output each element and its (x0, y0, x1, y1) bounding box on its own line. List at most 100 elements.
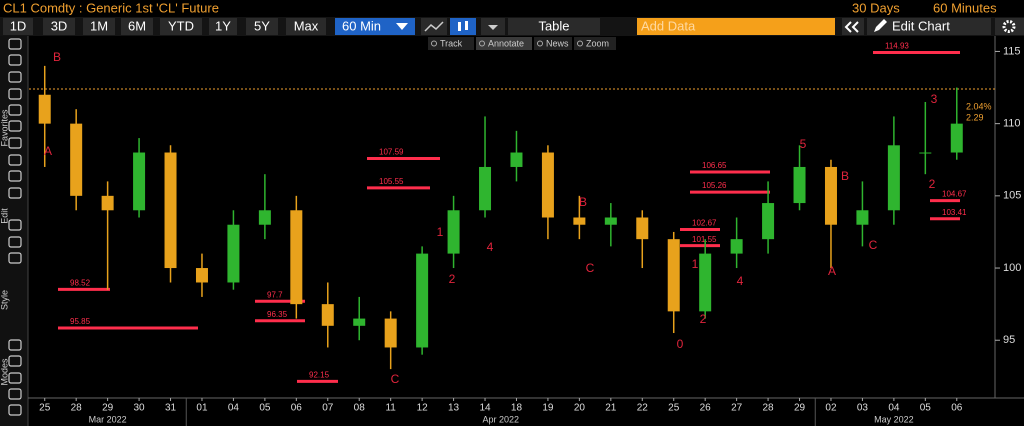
interval-label[interactable]: 60 Min (342, 18, 381, 33)
candle-body (195, 268, 208, 283)
x-tick-label: 29 (102, 403, 114, 414)
x-tick-label: 21 (605, 403, 617, 414)
wave-label: 4 (737, 274, 744, 288)
month-label: Apr 2022 (482, 414, 519, 424)
side-tool-icon[interactable] (8, 71, 22, 83)
x-tick-label: 01 (196, 403, 208, 414)
table-button[interactable] (508, 18, 600, 35)
range-label[interactable]: 6M (128, 18, 146, 33)
x-tick-label: 08 (354, 403, 366, 414)
chart-tool-label[interactable]: Track (440, 38, 463, 48)
side-tool-icon[interactable] (8, 104, 22, 116)
level-label: 98.52 (70, 279, 91, 288)
wave-label: 4 (487, 240, 494, 254)
side-tool-icon[interactable] (8, 54, 22, 66)
settings-button[interactable] (995, 18, 1024, 35)
side-tool-icon[interactable] (8, 372, 22, 384)
chart-tool-button[interactable] (428, 37, 474, 50)
side-tool-icon[interactable] (8, 137, 22, 149)
range-button[interactable] (246, 18, 278, 35)
chart-tool-button[interactable] (574, 37, 616, 50)
range-label[interactable]: 5Y (254, 18, 270, 33)
level-label: 106.65 (702, 161, 727, 170)
chart-tool-icon (537, 40, 543, 47)
compare-icon-button[interactable] (450, 18, 476, 35)
candle-body (164, 152, 177, 269)
x-tick-label: 05 (259, 403, 271, 414)
candle-body (824, 166, 837, 225)
chart-tool-label[interactable]: News (546, 38, 569, 48)
side-group-label: Style (0, 290, 9, 310)
x-tick-label: 02 (825, 403, 837, 414)
level-label: 96.35 (267, 310, 288, 319)
y-tick-label: 100 (1003, 262, 1021, 274)
interval[interactable]: 60 Minutes (933, 0, 997, 15)
candle-body (416, 253, 429, 348)
side-tool-icon[interactable] (8, 252, 22, 264)
x-tick-label: 05 (920, 403, 932, 414)
range-label[interactable]: YTD (168, 18, 194, 33)
range-label[interactable]: 3D (51, 18, 68, 33)
candle-body (541, 152, 554, 218)
level-label: 97.7 (267, 290, 283, 299)
range-label[interactable]: 1Y (215, 18, 231, 33)
side-tool-icon[interactable] (8, 88, 22, 100)
level-label: 92.15 (309, 371, 330, 380)
range-button[interactable] (286, 18, 326, 35)
candle-body (667, 239, 680, 312)
side-tool-icon[interactable] (8, 154, 22, 166)
interval-button[interactable] (335, 18, 415, 35)
range-button[interactable] (83, 18, 115, 35)
range-label[interactable]: Max (294, 18, 319, 33)
chart-tool-label[interactable]: Zoom (586, 38, 609, 48)
side-group-label: Modes (0, 358, 9, 386)
candle-body (919, 152, 932, 154)
x-tick-label: 28 (71, 403, 83, 414)
add-data-input[interactable] (637, 18, 835, 35)
side-tool-icon[interactable] (8, 236, 22, 248)
level-label: 105.26 (702, 181, 727, 190)
range-button[interactable] (3, 18, 33, 35)
side-tool-icon[interactable] (8, 339, 22, 351)
table-label[interactable]: Table (538, 18, 569, 33)
range-button[interactable] (209, 18, 237, 35)
candle-body (447, 210, 460, 254)
chart-tool-button[interactable] (534, 37, 572, 50)
range-button[interactable] (43, 18, 75, 35)
period[interactable]: 30 Days (852, 0, 900, 15)
y-tick-label: 105 (1003, 190, 1021, 202)
chart-tool-label[interactable]: Annotate (488, 38, 524, 48)
side-tool-icon[interactable] (8, 38, 22, 50)
candle-body (353, 318, 366, 326)
wave-label: 5 (800, 137, 807, 151)
month-label: May 2022 (874, 414, 914, 424)
edit-chart-button[interactable] (867, 18, 991, 35)
range-button[interactable] (160, 18, 202, 35)
chart-tool-icon (577, 40, 583, 47)
price-tag: 2.04% (966, 101, 992, 111)
side-tool-icon[interactable] (8, 388, 22, 400)
level-label: 103.41 (942, 208, 967, 217)
side-tool-icon[interactable] (8, 219, 22, 231)
add-data-placeholder[interactable]: Add Data (641, 18, 696, 33)
wave-label: A (44, 144, 52, 158)
candle-body (856, 210, 869, 225)
side-tool-icon[interactable] (8, 187, 22, 199)
side-tool-icon[interactable] (8, 120, 22, 132)
x-tick-label: 28 (763, 403, 775, 414)
side-tool-icon[interactable] (8, 170, 22, 182)
range-button[interactable] (121, 18, 153, 35)
level-label: 104.67 (942, 190, 967, 199)
y-tick-label: 115 (1003, 45, 1021, 57)
candle-body (258, 210, 271, 225)
side-tool-icon[interactable] (8, 355, 22, 367)
range-label[interactable]: 1M (90, 18, 108, 33)
chart-tool-button[interactable] (476, 37, 532, 50)
candle-body (762, 203, 775, 240)
range-label[interactable]: 1D (10, 18, 27, 33)
side-tool-icon[interactable] (8, 404, 22, 416)
candle-body (70, 123, 83, 196)
edit-chart-label[interactable]: Edit Chart (892, 18, 950, 33)
gear-icon (1002, 20, 1016, 33)
